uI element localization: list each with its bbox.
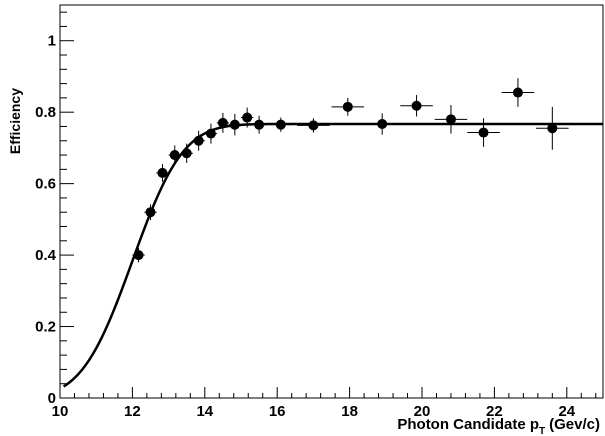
y-tick-label: 0.4 — [35, 247, 57, 264]
data-point — [501, 78, 535, 107]
data-marker — [181, 148, 192, 159]
data-marker — [342, 101, 353, 112]
data-point — [365, 113, 399, 135]
data-marker — [242, 112, 253, 123]
data-point — [252, 115, 266, 134]
data-point — [400, 95, 433, 117]
data-point — [331, 97, 365, 116]
data-point — [434, 105, 468, 134]
fit-curve — [62, 122, 603, 388]
x-axis-title-main: Photon Candidate p — [397, 416, 539, 433]
data-marker — [547, 123, 558, 134]
y-tick-label: 0 — [48, 390, 56, 407]
data-points-layer — [132, 78, 569, 263]
data-point — [180, 143, 193, 163]
x-tick-label: 12 — [124, 403, 141, 420]
fit-curve-layer — [62, 122, 603, 388]
data-marker — [254, 119, 265, 130]
data-marker — [217, 117, 228, 128]
y-tick-label: 1 — [48, 33, 56, 50]
data-marker — [229, 119, 240, 130]
x-axis-title-unit: (Gev/c) — [549, 416, 600, 433]
x-axis-title-subscript: T — [539, 426, 545, 436]
data-point — [192, 130, 205, 151]
x-tick-label: 20 — [414, 403, 431, 420]
x-tick-label: 10 — [52, 403, 69, 420]
data-point — [467, 118, 500, 147]
data-point — [297, 118, 330, 133]
x-tick-label: 16 — [269, 403, 286, 420]
data-point — [204, 123, 218, 144]
y-tick-label: 0.8 — [35, 104, 56, 121]
data-marker — [377, 118, 388, 129]
data-marker — [512, 87, 523, 98]
x-tick-label: 14 — [196, 403, 213, 420]
x-tick-label: 24 — [558, 403, 575, 420]
data-point — [269, 117, 292, 132]
data-marker — [169, 150, 180, 161]
x-tick-label: 18 — [341, 403, 358, 420]
data-point — [144, 204, 157, 221]
data-point — [228, 113, 241, 136]
x-axis-title: Photon Candidate pT (Gev/c) — [397, 416, 600, 436]
data-marker — [133, 250, 144, 261]
data-marker — [478, 127, 489, 138]
data-marker — [145, 207, 156, 218]
x-tick-label: 22 — [486, 403, 503, 420]
data-point — [536, 106, 569, 150]
data-marker — [193, 135, 204, 146]
y-tick-label: 0.2 — [35, 319, 56, 336]
data-marker — [205, 128, 216, 139]
plot-frame — [59, 4, 604, 399]
data-point — [241, 107, 254, 128]
data-marker — [308, 120, 319, 131]
labels-layer: Efficiency Photon Candidate pT (Gev/c) — [7, 88, 600, 436]
data-point — [216, 112, 230, 133]
data-marker — [275, 119, 286, 130]
data-marker — [445, 114, 456, 125]
data-marker — [411, 100, 422, 111]
y-axis-title: Efficiency — [7, 88, 23, 154]
data-point — [132, 247, 145, 263]
data-point — [156, 163, 169, 182]
data-point — [168, 145, 181, 165]
y-tick-label: 0.6 — [35, 176, 56, 193]
axes-layer: 10 12 14 16 18 20 22 24 0 0.2 0.4 0.6 0.8 1 — [35, 4, 604, 420]
data-marker — [157, 167, 168, 178]
